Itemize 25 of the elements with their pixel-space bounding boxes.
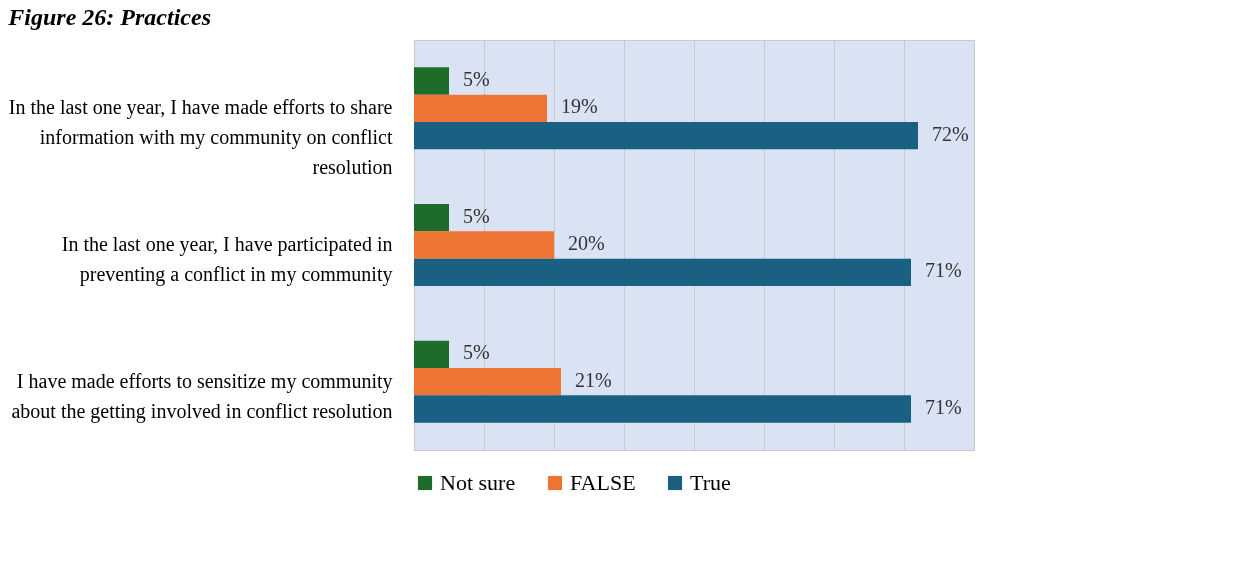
data-label: 20% (568, 232, 605, 254)
y-tick-label: In the last one year, I have participated in preventing a conflict in my community (61, 233, 393, 286)
data-label: 71% (925, 259, 962, 282)
bar (414, 368, 561, 396)
legend-label: True (690, 470, 731, 495)
text: Figure 26: Practices (7, 4, 211, 30)
data-label: 72% (932, 122, 969, 145)
bar (414, 395, 911, 423)
bar (414, 67, 449, 95)
data-label: 21% (575, 368, 612, 391)
data-label: 5% (463, 341, 490, 364)
bar (414, 204, 449, 232)
bar (414, 258, 911, 286)
bar (414, 340, 449, 368)
data-label: 19% (561, 95, 598, 118)
data-label: 5% (463, 204, 490, 227)
data-label: 5% (463, 68, 490, 90)
bar (414, 94, 547, 122)
data-label: 71% (925, 396, 962, 418)
legend-label: FALSE (570, 470, 636, 495)
legend-label: Not sure (440, 470, 516, 495)
bar (414, 122, 918, 150)
y-tick-label: I have made efforts to sensitize my community about the getting involved in conflict resolution (11, 369, 393, 423)
y-tick-label: In the last one year, I have made efforts to share information with my community on conflict resolution (8, 96, 393, 179)
bar (414, 231, 554, 259)
